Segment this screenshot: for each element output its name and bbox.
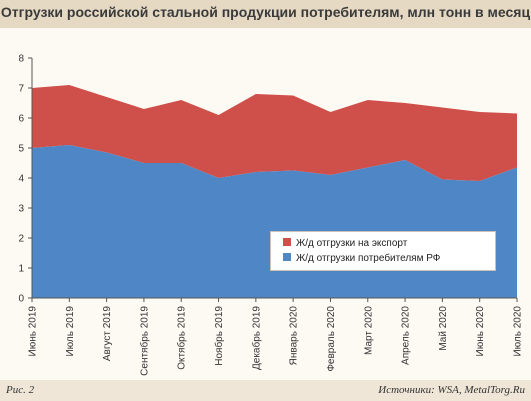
source-note: Источники: WSA, MetalTorg.Ru — [378, 384, 525, 396]
chart-title: Отгрузки российской стальной продукции п… — [0, 4, 531, 20]
x-tick-label: Ноябрь 2019 — [213, 306, 225, 366]
x-tick-label: Июль 2020 — [513, 306, 524, 357]
y-tick-label: 6 — [18, 114, 24, 125]
x-tick-label: Август 2019 — [102, 306, 113, 362]
chart-legend: Ж/д отгрузки на экспорт Ж/д отгрузки пот… — [270, 231, 496, 271]
legend-swatch-domestic — [283, 253, 291, 261]
x-tick-label: Июнь 2020 — [475, 306, 486, 357]
y-tick-label: 7 — [18, 84, 24, 95]
y-tick-label: 5 — [18, 144, 24, 155]
legend-item-domestic: Ж/д отгрузки потребителям РФ — [283, 253, 440, 267]
y-tick-label: 8 — [18, 54, 24, 65]
y-tick-label: 3 — [18, 204, 24, 215]
x-tick-label: Июнь 2019 — [28, 306, 39, 357]
x-tick-label: Апрель 2020 — [401, 306, 412, 365]
y-tick-label: 0 — [18, 294, 24, 305]
legend-label-export: Ж/д отгрузки на экспорт — [296, 238, 408, 249]
x-tick-label: Октябрь 2019 — [176, 306, 188, 370]
x-tick-label: Май 2020 — [438, 306, 449, 351]
legend-item-export: Ж/д отгрузки на экспорт — [283, 238, 407, 252]
y-tick-label: 4 — [18, 174, 24, 185]
area-series-export — [32, 85, 517, 181]
source-text: WSA, MetalTorg.Ru — [437, 384, 526, 396]
x-tick-label: Март 2020 — [363, 306, 374, 355]
x-tick-label: Февраль 2020 — [326, 306, 337, 372]
source-label: Источники: — [378, 384, 435, 396]
y-tick-label: 1 — [18, 264, 24, 275]
x-tick-label: Декабрь 2019 — [250, 306, 262, 370]
legend-label-domestic: Ж/д отгрузки потребителям РФ — [296, 253, 441, 264]
x-tick-label: Сентябрь 2019 — [138, 306, 150, 376]
x-tick-label: Январь 2020 — [289, 306, 300, 366]
title-bar: Отгрузки российской стальной продукции п… — [0, 0, 531, 28]
x-tick-label: Июль 2019 — [65, 306, 76, 357]
legend-swatch-export — [283, 238, 291, 246]
y-tick-label: 2 — [18, 234, 24, 245]
figure-label: Рис. 2 — [6, 384, 35, 396]
